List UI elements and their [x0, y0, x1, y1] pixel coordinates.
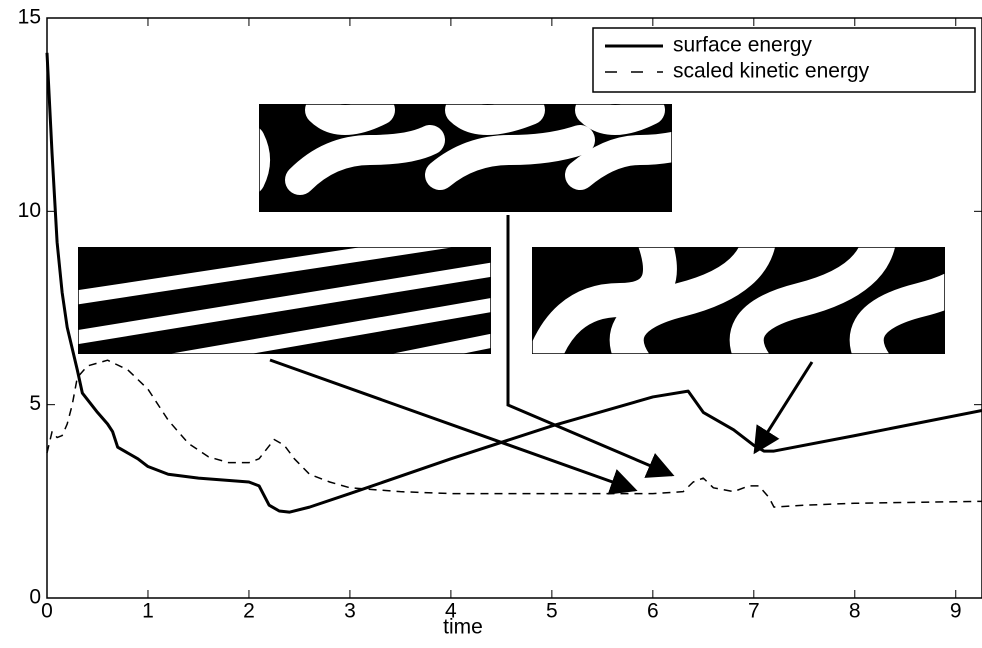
legend-label: surface energy: [673, 34, 812, 57]
y-tick-label: 15: [18, 6, 41, 29]
x-tick-label: 0: [41, 600, 53, 623]
x-tick-label: 9: [950, 600, 962, 623]
inset-image: [78, 247, 491, 354]
plot-frame: [46, 17, 982, 599]
x-tick-label: 4: [445, 600, 457, 623]
x-tick-label: 3: [344, 600, 356, 623]
y-tick-label: 5: [29, 392, 41, 415]
line: [46, 359, 982, 508]
line: [45, 52, 982, 514]
legend-label: scaled kinetic energy: [673, 60, 870, 83]
arrows: [269, 215, 814, 495]
inset-image: [259, 104, 672, 212]
y-tick-label: 10: [18, 199, 41, 222]
x-axis-label: time: [443, 616, 483, 639]
x-tick-label: 1: [142, 600, 154, 623]
x-tick-label: 5: [546, 600, 558, 623]
x-tick-label: 8: [849, 600, 861, 623]
y-tick-label: 0: [29, 586, 41, 609]
x-tick-label: 2: [243, 600, 255, 623]
plot: 0 1 2 3 4 5 6 7 8 9 0 5 10 15: [18, 6, 982, 623]
inset-image: [532, 247, 945, 354]
x-tick-label: 7: [748, 600, 760, 623]
x-tick-label: 6: [647, 600, 659, 623]
legend-box: [592, 27, 976, 93]
